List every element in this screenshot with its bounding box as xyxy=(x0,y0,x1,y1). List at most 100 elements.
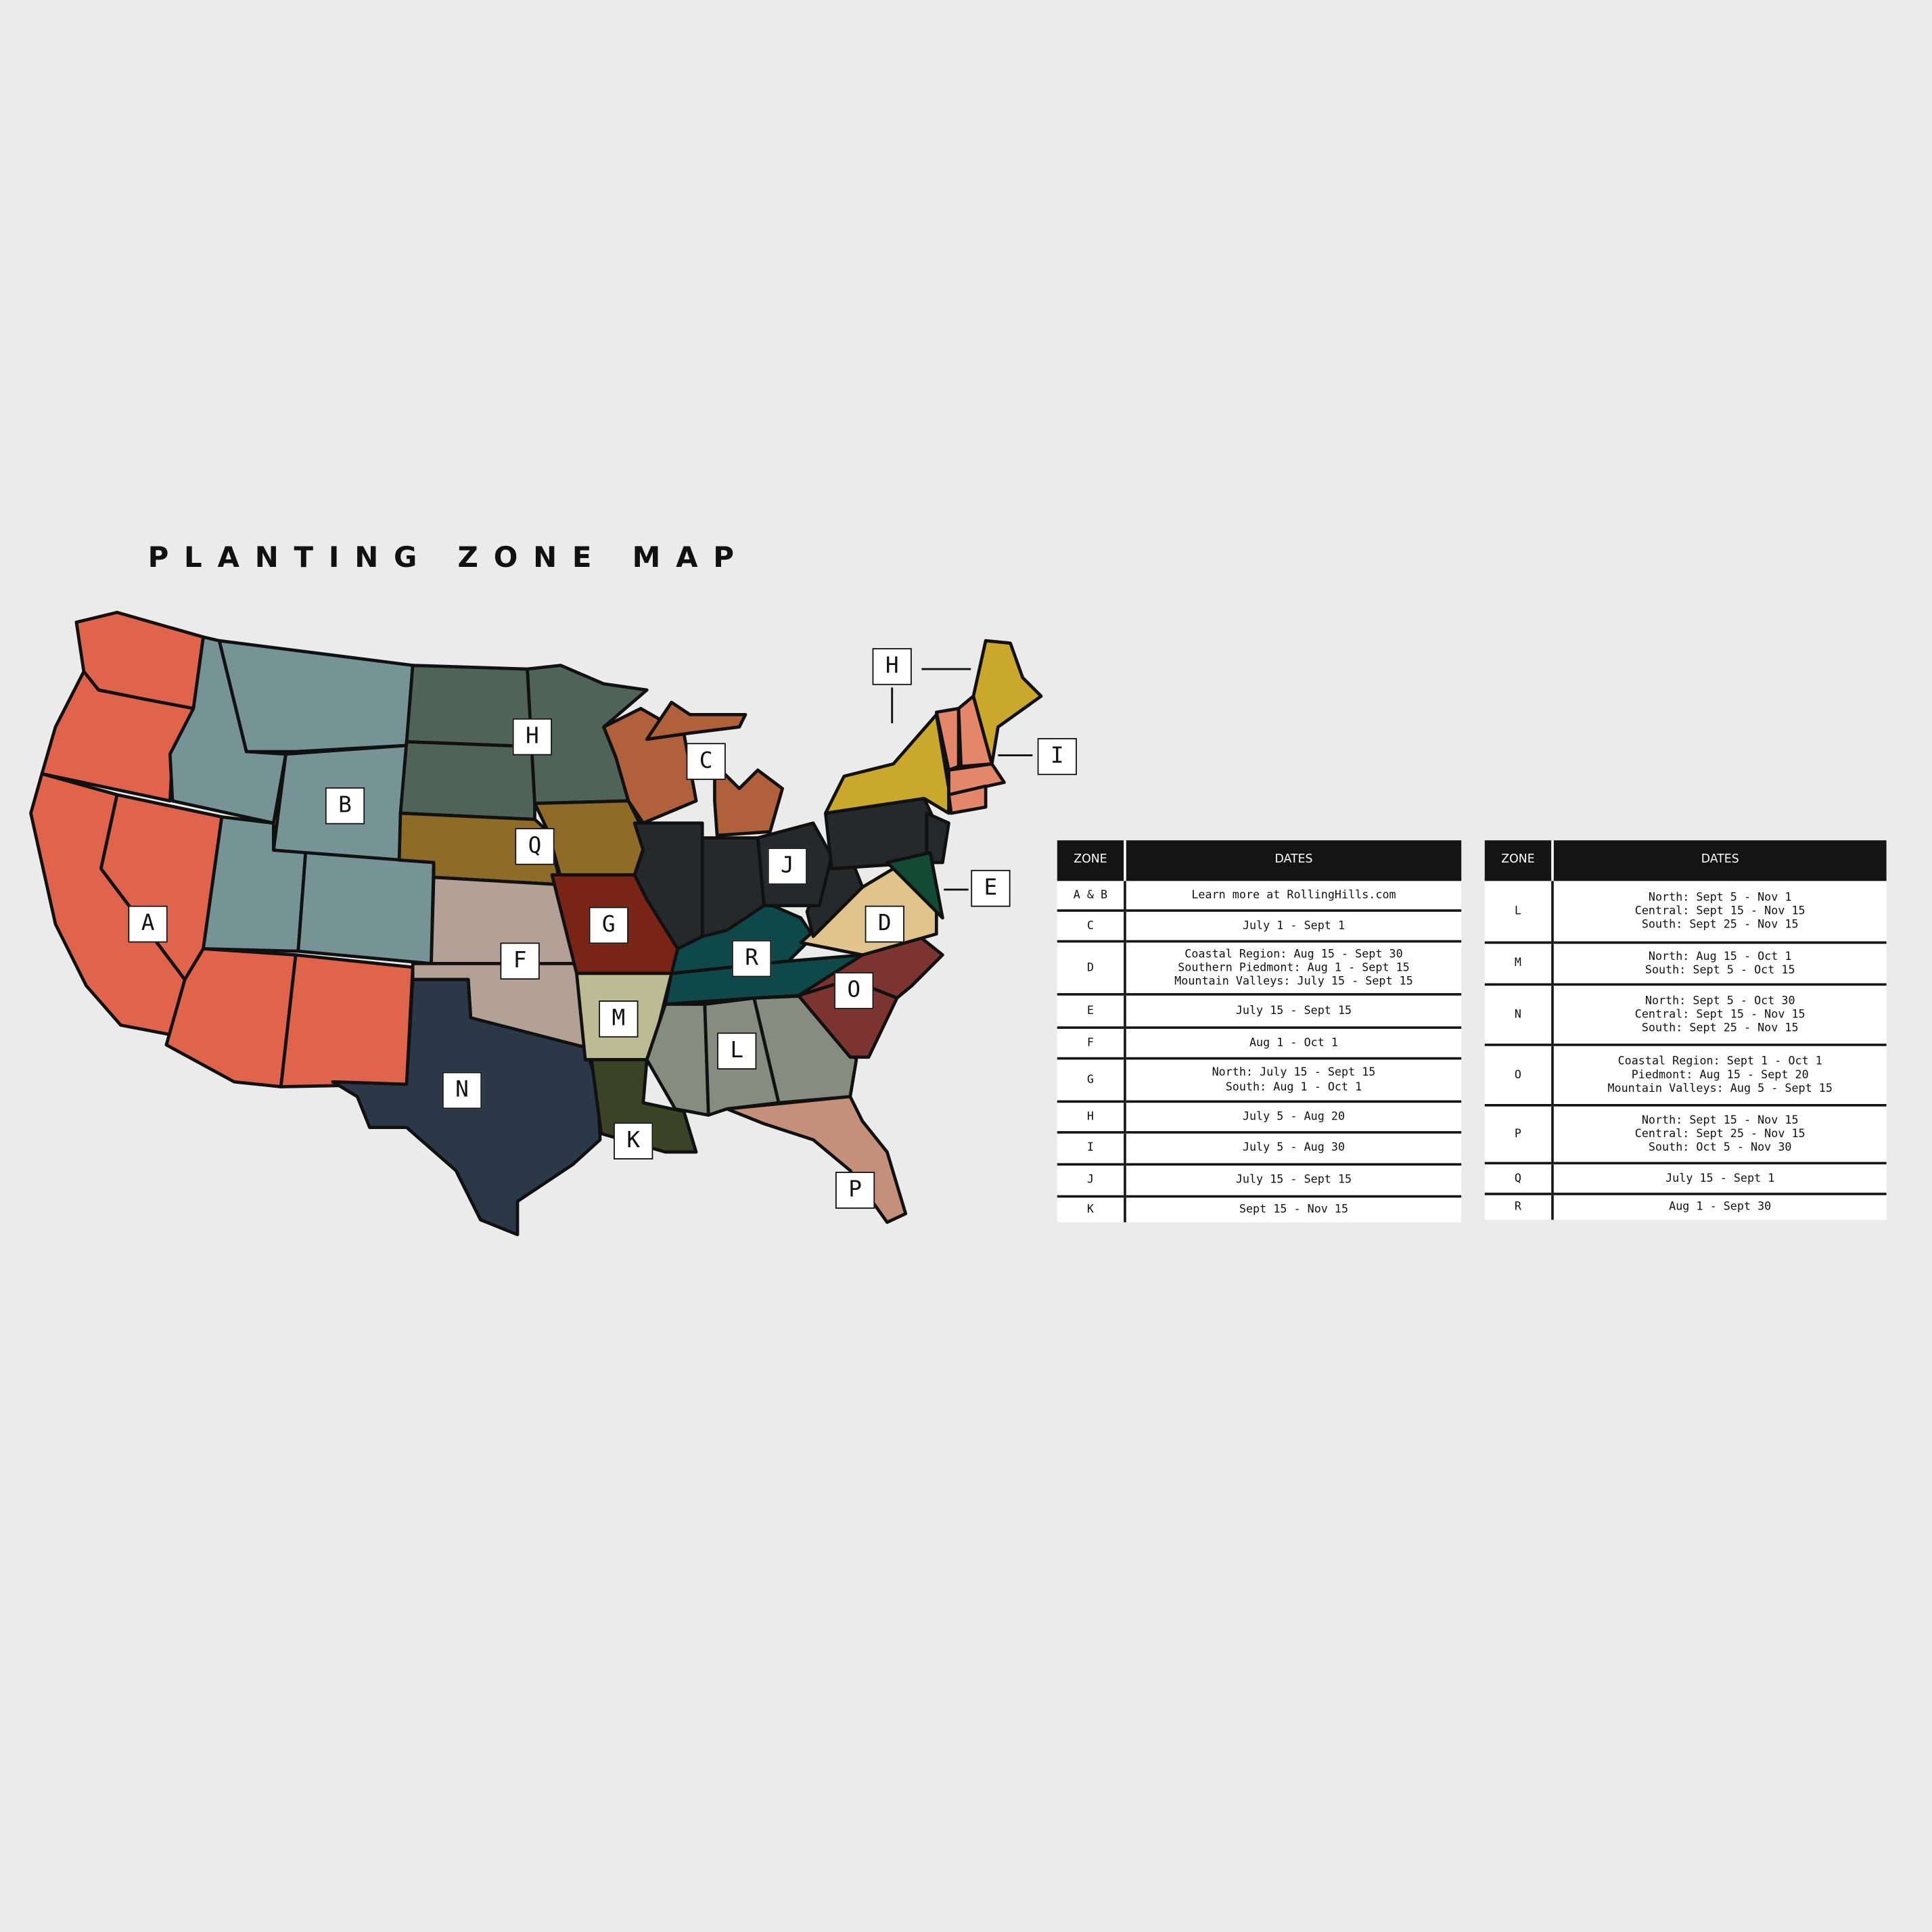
dates-cell: July 1 - Sept 1 xyxy=(1124,909,1462,942)
column-header-zone: ZONE xyxy=(1484,840,1554,880)
column-header-zone: ZONE xyxy=(1057,840,1126,880)
zone-cell: P xyxy=(1484,1104,1554,1164)
zone-cell: I xyxy=(1057,1131,1126,1165)
dates-cell: North: Sept 5 - Nov 1 Central: Sept 15 - … xyxy=(1552,878,1887,943)
dates-cell: North: Sept 5 - Oct 30 Central: Sept 15 -… xyxy=(1552,983,1887,1045)
zone-cell: M xyxy=(1484,941,1554,985)
dates-cell: Coastal Region: Sept 1 - Oct 1 Piedmont: … xyxy=(1552,1043,1887,1105)
date-range: July 5 - Aug 20 xyxy=(1242,1109,1346,1124)
date-range: July 15 - Sept 15 xyxy=(1235,1004,1352,1018)
page-title: PLANTING ZONE MAP xyxy=(147,542,750,574)
dates-cell: July 15 - Sept 1 xyxy=(1552,1162,1887,1194)
zone-label: K xyxy=(614,1122,653,1159)
zone-cell: G xyxy=(1057,1057,1126,1102)
zone-label: P xyxy=(835,1172,875,1209)
zone-label: I xyxy=(1037,738,1077,775)
zone-cell: J xyxy=(1057,1163,1126,1197)
date-range: Aug 1 - Oct 1 xyxy=(1249,1036,1338,1050)
state-nj xyxy=(925,811,950,865)
zone-cell: F xyxy=(1057,1026,1126,1059)
table-header: ZONE DATES xyxy=(1484,840,1887,880)
table-row: A & B Learn more at RollingHills.com xyxy=(1057,878,1462,911)
table-row: R Aug 1 - Sept 30 xyxy=(1484,1193,1887,1220)
zone-cell: K xyxy=(1057,1195,1126,1222)
state-ma xyxy=(947,762,1006,797)
date-range: July 15 - Sept 15 xyxy=(1235,1173,1352,1187)
table-row: K Sept 15 - Nov 15 xyxy=(1057,1195,1462,1222)
state-co xyxy=(296,851,436,965)
table-row: L North: Sept 5 - Nov 1 Central: Sept 15 -… xyxy=(1484,878,1887,943)
dates-cell: North: July 15 - Sept 15 South: Aug 1 - O… xyxy=(1124,1057,1462,1102)
table-row: H July 5 - Aug 20 xyxy=(1057,1100,1462,1132)
zone-dates-table-left: ZONE DATES A & B Learn more at RollingHills… xyxy=(1057,840,1462,1222)
table-row: N North: Sept 5 - Oct 30 Central: Sept 15 … xyxy=(1484,983,1887,1045)
table-row: P North: Sept 15 - Nov 15 Central: Sept 25… xyxy=(1484,1104,1887,1164)
table-row: O Coastal Region: Sept 1 - Oct 1 Piedmont:… xyxy=(1484,1043,1887,1105)
date-range: July 1 - Sept 1 xyxy=(1242,919,1346,933)
zone-cell: E xyxy=(1057,993,1126,1028)
zone-label: M xyxy=(599,1001,639,1038)
zone-label: R xyxy=(731,940,772,978)
zone-label: H xyxy=(872,648,912,685)
date-range: North: Sept 5 - Nov 1 xyxy=(1648,890,1792,904)
state-ct-ri xyxy=(947,784,988,815)
state-il xyxy=(632,821,704,950)
date-range: Central: Sept 15 - Nov 15 xyxy=(1634,904,1806,918)
table-row: Q July 15 - Sept 1 xyxy=(1484,1162,1887,1194)
column-header-dates: DATES xyxy=(1552,840,1887,880)
date-range: South: Oct 5 - Nov 30 xyxy=(1648,1141,1792,1155)
column-header-dates: DATES xyxy=(1124,840,1462,880)
date-range: Aug 1 - Sept 30 xyxy=(1669,1200,1772,1214)
zone-label: J xyxy=(767,848,808,885)
state-vt xyxy=(934,706,961,772)
date-range: South: Sept 25 - Nov 15 xyxy=(1641,918,1799,932)
state-nm xyxy=(279,953,415,1088)
zone-label: H xyxy=(512,718,553,756)
zone-cell: N xyxy=(1484,983,1554,1045)
dates-cell: North: Sept 15 - Nov 15 Central: Sept 25 … xyxy=(1552,1104,1887,1164)
table-row: M North: Aug 15 - Oct 1 South: Sept 5 - Oc… xyxy=(1484,941,1887,985)
zone-label: A xyxy=(128,905,168,943)
zone-label: O xyxy=(834,972,874,1009)
state-md-de xyxy=(886,851,944,920)
state-fl xyxy=(725,1095,908,1224)
table-row: F Aug 1 - Oct 1 xyxy=(1057,1026,1462,1059)
dates-cell: July 5 - Aug 30 xyxy=(1124,1131,1462,1165)
dates-cell: July 15 - Sept 15 xyxy=(1124,993,1462,1028)
zone-label: L xyxy=(717,1032,757,1070)
state-me xyxy=(971,639,1043,766)
state-mi-upper xyxy=(645,700,748,741)
dates-cell: July 5 - Aug 20 xyxy=(1124,1100,1462,1132)
zone-cell: C xyxy=(1057,909,1126,942)
date-range: Coastal Region: Aug 15 - Sept 30 xyxy=(1184,946,1403,961)
zone-label: G xyxy=(589,906,628,944)
zone-cell: H xyxy=(1057,1100,1126,1132)
date-range: Central: Sept 25 - Nov 15 xyxy=(1634,1127,1806,1141)
dates-cell: Aug 1 - Oct 1 xyxy=(1124,1026,1462,1059)
zone-cell: L xyxy=(1484,878,1554,943)
state-ny xyxy=(823,713,950,815)
zone-label: D xyxy=(865,905,904,943)
zone-label: Q xyxy=(515,828,555,865)
zone-label: C xyxy=(686,743,726,780)
zone-dates-table-right: ZONE DATES L North: Sept 5 - Nov 1 Central: … xyxy=(1484,840,1887,1220)
dates-cell: North: Aug 15 - Oct 1 South: Sept 5 - Oct… xyxy=(1552,941,1887,985)
dates-cell: Coastal Region: Aug 15 - Sept 30 Southern… xyxy=(1124,940,1462,994)
table-row: J July 15 - Sept 15 xyxy=(1057,1163,1462,1197)
date-range: Southern Piedmont: Aug 1 - Sept 15 xyxy=(1178,961,1410,975)
date-range: July 15 - Sept 1 xyxy=(1665,1171,1775,1185)
table-row: E July 15 - Sept 15 xyxy=(1057,993,1462,1028)
dates-cell: Sept 15 - Nov 15 xyxy=(1124,1195,1462,1222)
date-range: Piedmont: Aug 15 - Sept 20 xyxy=(1631,1067,1809,1082)
state-mi-lower xyxy=(713,762,784,837)
zone-cell: A & B xyxy=(1057,878,1126,911)
table-row: G North: July 15 - Sept 15 South: Aug 1 - … xyxy=(1057,1057,1462,1102)
zone-cell: R xyxy=(1484,1193,1554,1220)
date-range: North: Aug 15 - Oct 1 xyxy=(1648,949,1792,963)
date-range: North: Sept 15 - Nov 15 xyxy=(1641,1113,1799,1127)
zone-label: N xyxy=(442,1072,482,1109)
dates-cell: Learn more at RollingHills.com xyxy=(1124,878,1462,911)
date-range: North: Sept 5 - Oct 30 xyxy=(1644,994,1795,1008)
